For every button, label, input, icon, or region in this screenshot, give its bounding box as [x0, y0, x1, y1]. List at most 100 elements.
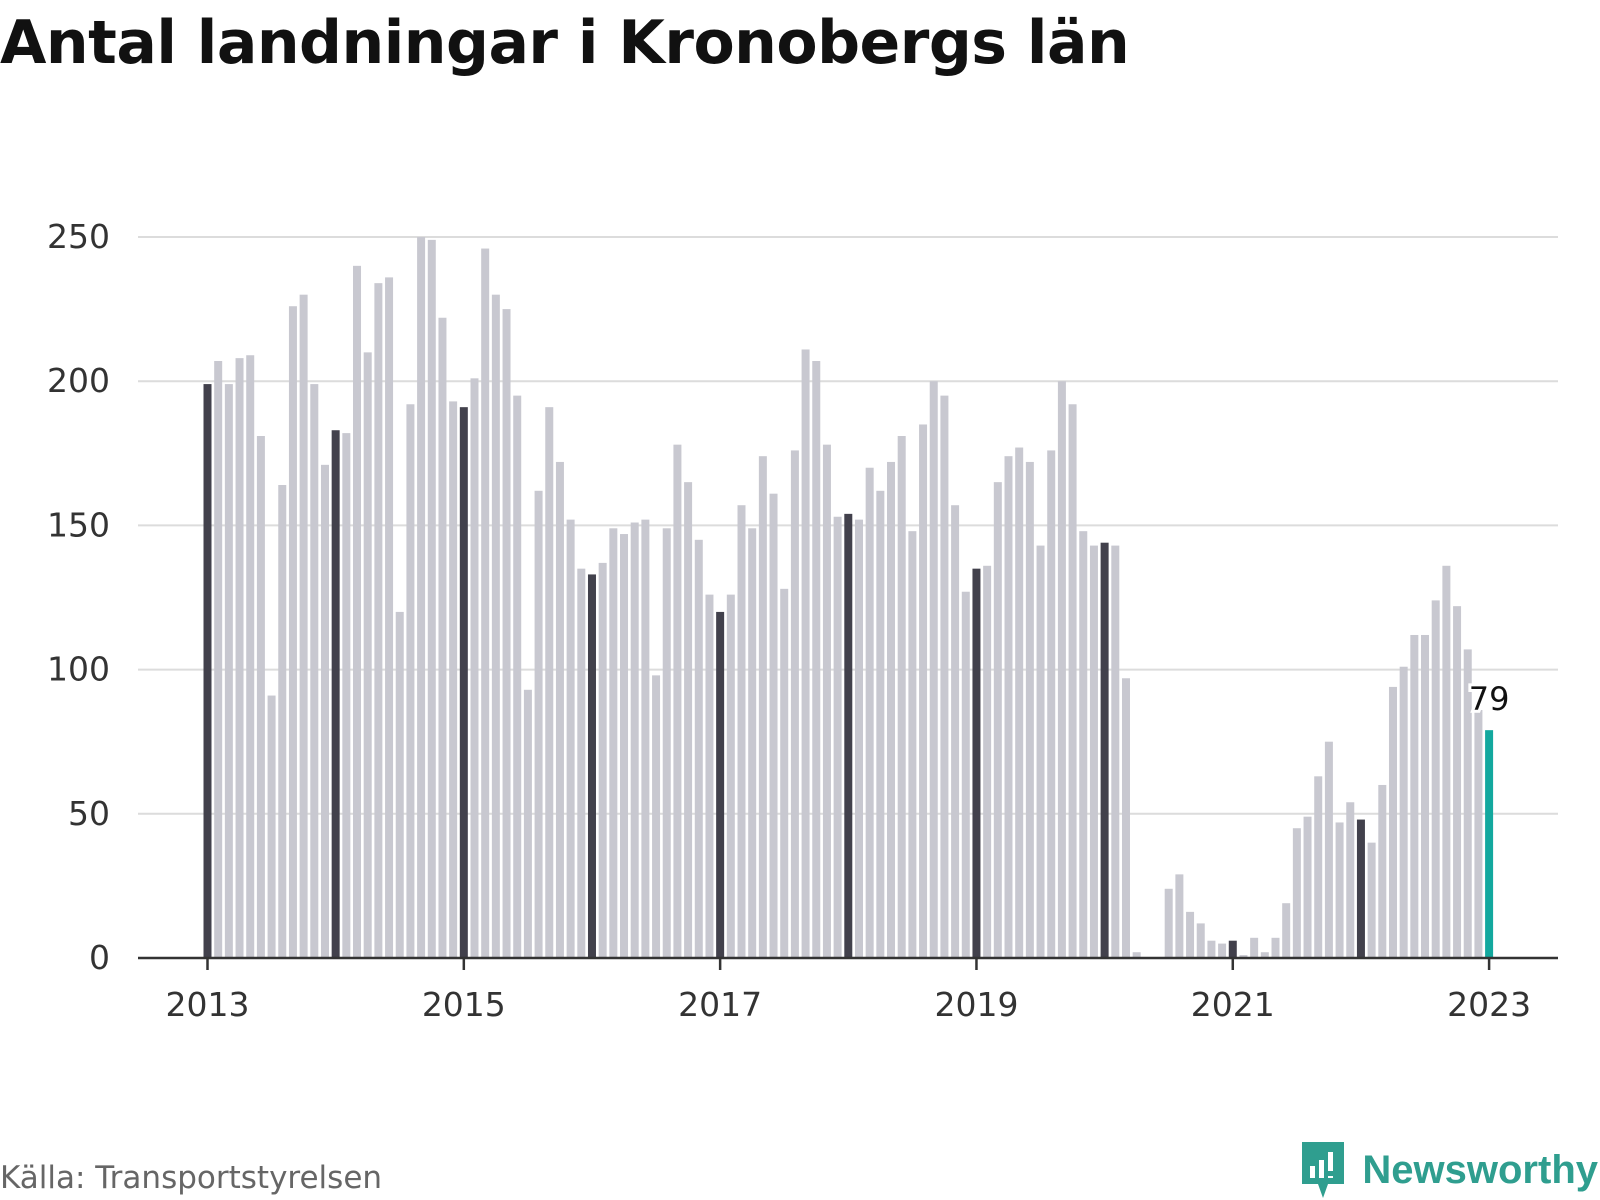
bar	[716, 611, 725, 958]
bar	[246, 355, 255, 958]
bar	[887, 461, 896, 958]
bar	[929, 381, 938, 958]
bar	[897, 436, 906, 958]
bar	[844, 513, 853, 958]
bar	[1207, 940, 1216, 958]
bar	[609, 528, 618, 958]
bar	[1121, 678, 1130, 958]
bar	[790, 450, 799, 958]
bar	[1314, 776, 1323, 958]
bars	[203, 237, 1494, 959]
x-tick-label: 2021	[1191, 985, 1275, 1024]
bar	[449, 401, 458, 958]
bar	[972, 568, 981, 958]
latest-value-label: 79	[1469, 680, 1510, 718]
bar	[1453, 606, 1462, 958]
bar	[630, 522, 639, 958]
bar	[1421, 634, 1430, 958]
bar	[1004, 456, 1013, 958]
bar	[908, 531, 917, 958]
bar	[620, 534, 629, 958]
newsworthy-logo-icon	[1302, 1142, 1345, 1198]
bar	[1089, 545, 1098, 958]
chart-title: Antal landningar i Kronobergs län	[0, 8, 1130, 78]
bar	[1175, 874, 1184, 958]
bar	[385, 277, 394, 958]
bar	[374, 283, 383, 958]
bar	[1346, 802, 1355, 958]
bar	[1036, 545, 1045, 958]
x-tick-label: 2023	[1447, 985, 1531, 1024]
bar	[395, 611, 404, 958]
bar	[214, 361, 223, 958]
bar	[1335, 822, 1344, 958]
bar	[940, 395, 949, 958]
bar	[1250, 937, 1259, 958]
bar	[1485, 730, 1494, 958]
bar	[684, 482, 693, 958]
y-tick-label: 0	[89, 938, 110, 977]
bar	[1431, 600, 1440, 958]
bar	[1260, 952, 1269, 958]
x-tick-label: 2017	[678, 985, 762, 1024]
brand-name: Newsworthy	[1362, 1147, 1598, 1192]
bar	[1068, 404, 1077, 958]
bar	[748, 528, 757, 958]
bar	[491, 294, 500, 958]
bar	[822, 444, 831, 958]
bar	[235, 358, 244, 958]
bar	[1282, 903, 1291, 958]
bar	[1388, 686, 1397, 958]
bar	[961, 591, 970, 958]
y-tick-label: 150	[47, 505, 110, 544]
bar	[951, 505, 960, 958]
bar	[1047, 450, 1056, 958]
bar	[598, 562, 607, 958]
bar	[534, 490, 543, 958]
bar	[587, 574, 596, 958]
bar	[1164, 888, 1173, 958]
bar	[673, 444, 682, 958]
bar	[1442, 565, 1451, 958]
bar	[1356, 819, 1365, 958]
bar	[641, 519, 650, 958]
x-tick-label: 2013	[166, 985, 250, 1024]
x-tick-label: 2015	[422, 985, 506, 1024]
bar	[299, 294, 308, 958]
bar	[1132, 952, 1141, 958]
bar	[705, 594, 714, 958]
bar	[726, 594, 735, 958]
bar	[652, 675, 661, 958]
bar	[1367, 842, 1376, 958]
bar	[523, 689, 532, 958]
bar	[1399, 666, 1408, 958]
bar	[993, 482, 1002, 958]
bar	[481, 248, 490, 959]
y-tick-label: 200	[47, 361, 110, 400]
bar	[342, 433, 351, 958]
bar	[812, 361, 821, 958]
bar	[1196, 923, 1205, 958]
annotation: 79	[1466, 677, 1513, 721]
bar	[1057, 381, 1066, 958]
bar	[438, 317, 447, 958]
bar	[769, 493, 778, 958]
bar	[363, 352, 372, 958]
bar	[801, 349, 810, 959]
bar	[267, 695, 276, 958]
bar	[1239, 955, 1248, 958]
bar	[288, 306, 297, 959]
source-note: Källa: Transportstyrelsen	[0, 1160, 383, 1196]
bar	[833, 516, 842, 958]
bar	[406, 404, 415, 958]
bar	[1378, 784, 1387, 958]
bar	[1186, 911, 1195, 958]
bar	[427, 239, 436, 958]
bar	[694, 539, 703, 958]
bar	[1474, 709, 1483, 958]
y-tick-label: 250	[47, 217, 110, 256]
bar	[780, 588, 789, 958]
brand-logo: Newsworthy	[1298, 1140, 1598, 1200]
bar	[320, 464, 329, 958]
